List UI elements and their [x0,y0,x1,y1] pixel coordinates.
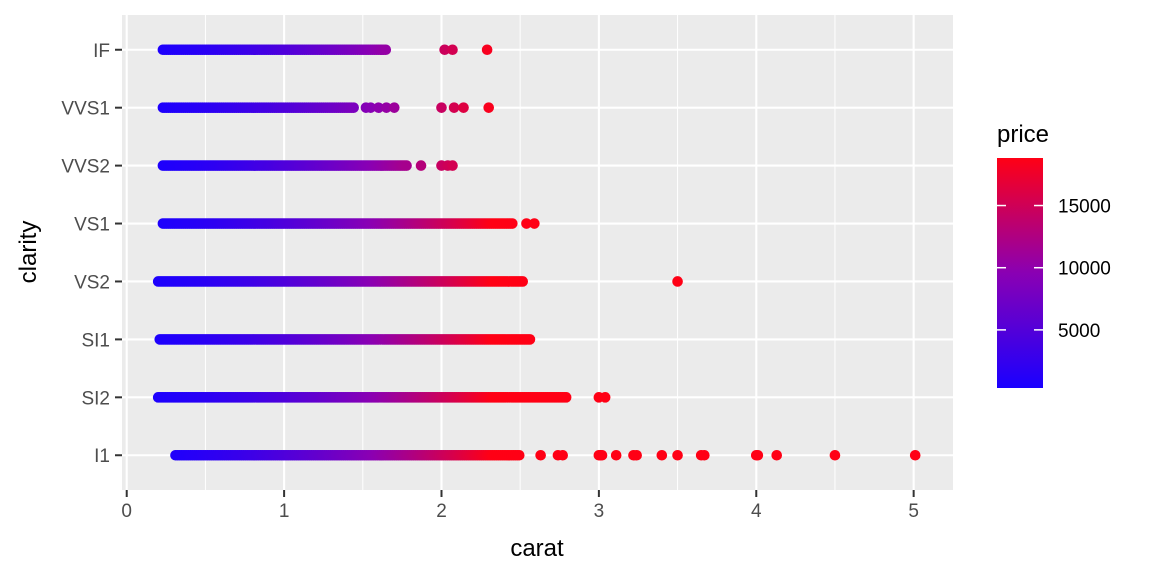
data-point-outlier [373,102,384,113]
data-point [401,160,412,171]
data-point-outlier [829,449,841,461]
y-tick-label: I1 [94,446,110,467]
data-point-outlier [415,160,427,171]
data-point-outlier [771,449,783,461]
data-point [513,449,525,461]
data-points [152,44,921,461]
x-tick-label: 4 [751,501,762,522]
data-point-outlier [672,276,683,287]
x-tick-label: 1 [279,501,290,522]
data-point [517,276,529,287]
data-point-outlier [909,449,921,461]
plot-panel [122,15,953,490]
data-point-outlier [529,218,540,229]
y-tick-label: VVS2 [61,157,110,178]
data-point-outlier [381,102,392,113]
x-axis-title: carat [510,535,564,562]
data-point-outlier [388,102,400,113]
data-point-outlier [447,44,458,56]
y-tick-label: SI1 [81,330,110,351]
colorbar-ticks: 5000 10000 15000 [997,197,1111,342]
data-point-outlier [447,160,458,171]
y-tick-label: VS1 [74,215,110,236]
x-tick-label: 3 [594,501,605,522]
data-point-outlier [365,102,376,113]
data-point-outlier [631,449,642,461]
data-point-outlier [439,44,450,56]
data-point-outlier [599,392,611,403]
x-tick-label: 5 [908,501,919,522]
price-legend: price 5000 10000 15000 [997,121,1111,388]
x-tick-label: 2 [436,501,447,522]
x-axis: 0 1 2 3 4 5 [121,490,919,522]
y-tick-label: VS2 [74,272,110,293]
data-point [380,44,392,56]
data-point-outlier [481,44,493,56]
legend-title: price [997,121,1049,148]
colorbar-tick-label: 5000 [1058,321,1100,342]
data-point [507,218,518,229]
data-point-outlier [535,449,546,461]
data-point-outlier [436,102,447,113]
data-point [348,102,359,113]
data-point-outlier [557,449,568,461]
data-point-outlier [610,449,622,461]
y-tick-label: SI2 [81,388,110,409]
y-tick-label: IF [93,41,110,62]
data-point [524,334,536,345]
data-point-outlier [596,449,608,461]
data-point [560,392,572,403]
data-point-outlier [521,218,532,229]
colorbar-tick-label: 15000 [1058,197,1111,218]
data-point-outlier [672,449,683,461]
y-tick-label: VVS1 [61,99,110,120]
data-point-outlier [458,102,469,113]
y-axis: I1 SI2 SI1 VS2 VS1 VVS2 VVS1 IF [61,41,122,467]
data-point-outlier [656,449,668,461]
data-point-outlier [699,449,710,461]
data-point-outlier [483,102,495,113]
data-point-outlier [448,102,460,113]
colorbar [997,158,1043,388]
colorbar-tick-label: 10000 [1058,259,1111,280]
x-tick-label: 0 [121,501,132,522]
y-axis-title: clarity [15,221,42,284]
data-point-outlier [752,449,764,461]
